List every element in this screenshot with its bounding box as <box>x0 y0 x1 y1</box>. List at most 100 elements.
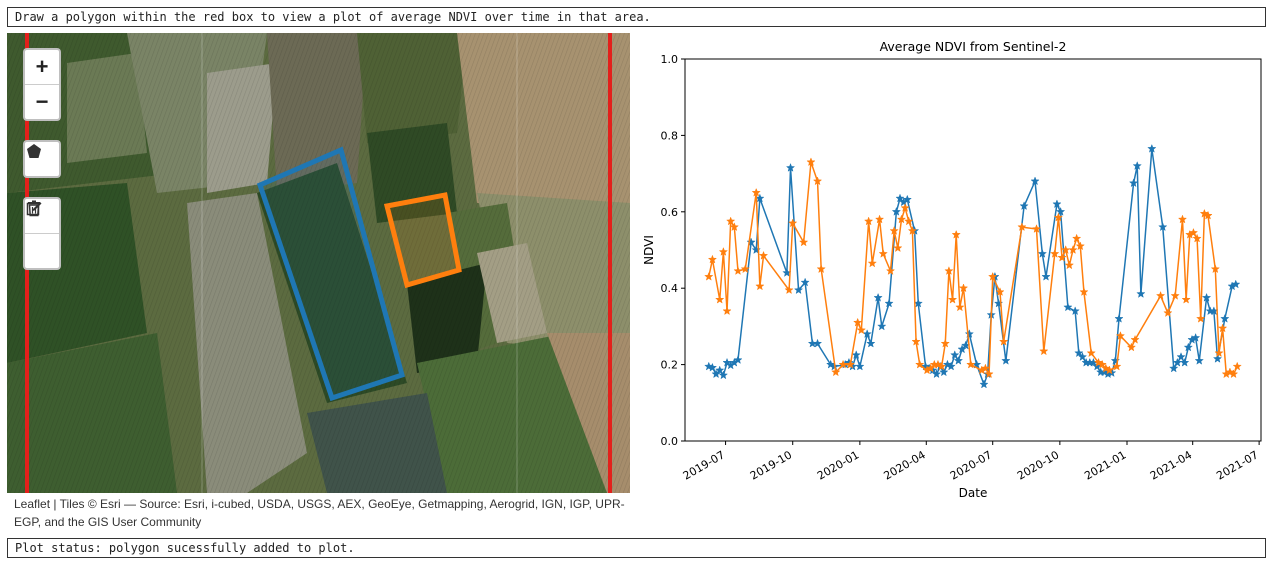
data-point-series-1 <box>1212 353 1223 363</box>
data-point-series-1 <box>1132 161 1142 170</box>
data-point-series-2 <box>1086 348 1096 358</box>
data-point-series-1 <box>793 285 804 295</box>
data-point-series-2 <box>911 336 921 346</box>
data-point-series-2 <box>1039 346 1049 356</box>
data-point-series-2 <box>718 246 729 256</box>
data-point-series-2 <box>1177 214 1188 224</box>
data-point-series-2 <box>1126 342 1137 352</box>
x-tick-label: 2020-10 <box>1015 448 1061 482</box>
data-point-series-1 <box>1190 332 1201 342</box>
data-point-series-1 <box>866 338 876 348</box>
data-point-series-2 <box>1050 248 1060 258</box>
data-point-series-2 <box>856 325 866 335</box>
data-point-series-1 <box>1070 306 1080 316</box>
data-point-series-2 <box>889 225 899 235</box>
drawn-polygon-orange <box>383 192 462 289</box>
draw-polygon-button[interactable] <box>25 142 59 176</box>
y-tick-label: 0.0 <box>661 435 679 448</box>
data-point-series-2 <box>1130 334 1140 344</box>
data-point-series-2 <box>1214 348 1224 358</box>
data-point-series-1 <box>1055 206 1066 216</box>
x-tick-label: 2020-07 <box>948 448 994 482</box>
delete-layers-button[interactable] <box>25 200 59 268</box>
data-point-series-2 <box>1228 369 1239 379</box>
data-point-series-2 <box>1031 224 1042 233</box>
data-point-series-2 <box>995 287 1005 297</box>
data-point-series-2 <box>1163 308 1173 318</box>
zoom-out-button[interactable]: − <box>25 84 59 119</box>
zoom-in-button[interactable]: + <box>35 54 49 79</box>
data-point-series-1 <box>1220 313 1230 323</box>
data-point-series-1 <box>1030 176 1040 186</box>
x-tick-label: 2020-04 <box>881 448 927 482</box>
data-point-series-2 <box>1093 357 1104 367</box>
data-point-series-1 <box>902 194 912 204</box>
data-point-series-2 <box>998 336 1009 346</box>
draw-toolbar <box>23 140 61 178</box>
data-point-series-2 <box>1017 222 1027 232</box>
data-point-series-2 <box>831 367 841 377</box>
data-point-series-2 <box>816 264 826 274</box>
data-point-series-1 <box>1183 342 1193 352</box>
plot-status-message: Plot status: polygon sucessfully added t… <box>7 538 1266 558</box>
data-point-series-2 <box>1071 233 1082 243</box>
x-tick-label: 2020-01 <box>815 448 861 482</box>
zoom-control: + − <box>23 48 61 121</box>
data-point-series-1 <box>1136 289 1146 298</box>
data-point-series-1 <box>1077 352 1088 361</box>
plot-frame <box>684 58 1262 442</box>
edit-toolbar <box>23 197 61 270</box>
y-axis-label: NDVI <box>642 235 656 265</box>
chart-title: Average NDVI from Sentinel-2 <box>880 39 1067 54</box>
satellite-map[interactable]: + − <box>7 33 630 493</box>
y-tick-label: 0.8 <box>661 129 679 142</box>
data-point-series-1 <box>950 350 960 360</box>
data-point-series-1 <box>891 206 902 216</box>
data-point-series-2 <box>936 361 947 371</box>
drawn-polygon-blue <box>256 146 406 402</box>
data-point-series-1 <box>979 379 989 389</box>
data-point-series-2 <box>1232 361 1242 371</box>
data-point-series-2 <box>1053 212 1064 222</box>
data-point-series-2 <box>784 285 794 295</box>
data-point-series-2 <box>1196 313 1206 323</box>
data-point-series-2 <box>726 216 736 226</box>
data-point-series-1 <box>946 361 956 371</box>
data-point-series-2 <box>1192 233 1202 243</box>
data-point-series-1 <box>1114 313 1124 323</box>
data-point-series-2 <box>806 157 816 167</box>
x-tick-label: 2019-10 <box>748 448 794 482</box>
x-tick-label: 2021-04 <box>1148 448 1194 482</box>
x-axis-label: Date <box>959 486 988 500</box>
data-point-series-2 <box>988 271 998 281</box>
data-point-series-1 <box>851 350 861 360</box>
data-point-series-1 <box>942 359 953 369</box>
data-point-series-2 <box>758 250 769 260</box>
data-point-series-1 <box>800 277 810 287</box>
map-attribution: Leaflet | Tiles © Esri — Source: Esri, i… <box>14 497 625 529</box>
data-point-series-1 <box>1037 248 1048 258</box>
data-point-series-1 <box>1041 271 1051 281</box>
data-point-series-1 <box>1231 279 1241 289</box>
data-point-series-2 <box>715 294 725 304</box>
data-point-series-1 <box>1169 363 1179 373</box>
data-point-series-2 <box>874 214 885 224</box>
data-point-series-2 <box>1064 260 1075 270</box>
data-point-series-2 <box>729 222 739 232</box>
data-point-series-2 <box>1101 363 1111 373</box>
data-point-series-2 <box>1097 359 1107 369</box>
data-point-series-1 <box>953 355 964 365</box>
data-point-series-2 <box>1104 365 1115 375</box>
data-point-series-2 <box>896 214 907 224</box>
data-point-series-2 <box>722 306 732 316</box>
data-point-series-2 <box>1115 331 1126 340</box>
data-point-series-2 <box>958 283 969 293</box>
data-point-series-2 <box>1112 361 1122 371</box>
x-tick-label: 2021-01 <box>1082 448 1128 482</box>
data-point-series-1 <box>862 329 872 339</box>
data-point-series-1 <box>707 362 718 372</box>
data-point-series-2 <box>798 237 809 247</box>
data-point-series-1 <box>1201 292 1212 302</box>
data-point-series-1 <box>1176 352 1186 361</box>
data-point-series-2 <box>755 281 765 291</box>
